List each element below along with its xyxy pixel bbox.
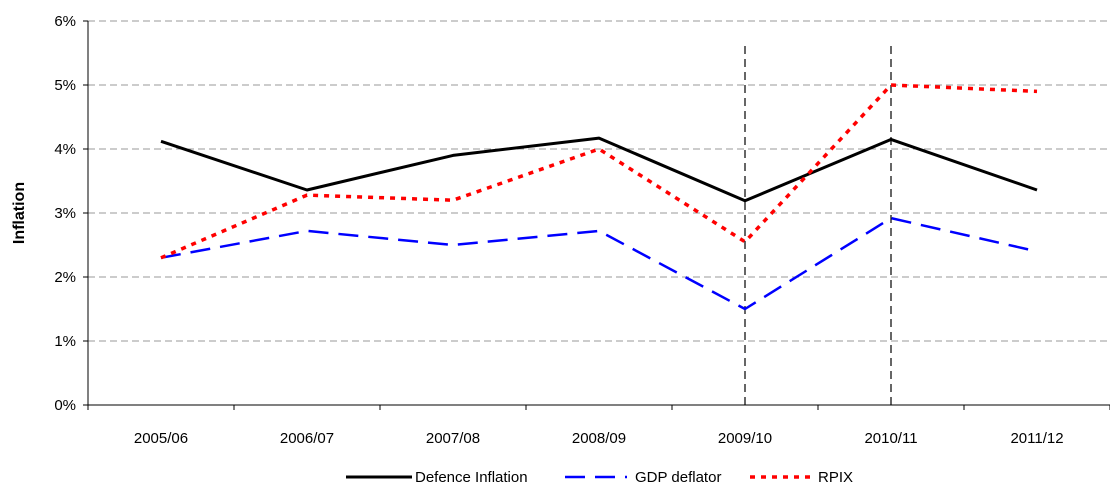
legend-label: Defence Inflation <box>415 469 528 486</box>
vertical-markers <box>744 46 892 405</box>
y-tick-label: 0% <box>54 397 76 414</box>
x-tick-label: 2006/07 <box>280 430 334 447</box>
tick-labels: 0% 1% 2% 3% 4% 5% 6% 2005/06 2006/07 2007/08 2008/… <box>54 13 1063 447</box>
x-tick-label: 2008/09 <box>572 430 626 447</box>
x-tick-label: 2011/12 <box>1010 430 1063 447</box>
series-lines <box>160 83 1038 311</box>
x-tick-label: 2010/11 <box>864 430 917 447</box>
series-line-defence-inflation <box>160 136 1038 203</box>
y-tick-label: 4% <box>54 141 76 158</box>
x-tick-label: 2005/06 <box>134 430 188 447</box>
y-tick-label: 3% <box>54 205 76 222</box>
y-tick-label: 5% <box>54 77 76 94</box>
series-line-rpix <box>160 83 1038 260</box>
x-tick-label: 2009/10 <box>718 430 772 447</box>
series-line-gdp-deflator <box>160 216 1038 311</box>
y-tick-label: 6% <box>54 13 76 30</box>
legend-label: GDP deflator <box>635 469 721 486</box>
legend: Defence Inflation GDP deflator RPIX <box>346 469 853 486</box>
axes <box>83 20 1110 410</box>
y-tick-label: 2% <box>54 269 76 286</box>
gridlines <box>88 20 1110 342</box>
x-tick-label: 2007/08 <box>426 430 480 447</box>
legend-label: RPIX <box>818 469 853 486</box>
y-axis-title: Inflation <box>11 182 28 244</box>
y-tick-label: 1% <box>54 333 76 350</box>
